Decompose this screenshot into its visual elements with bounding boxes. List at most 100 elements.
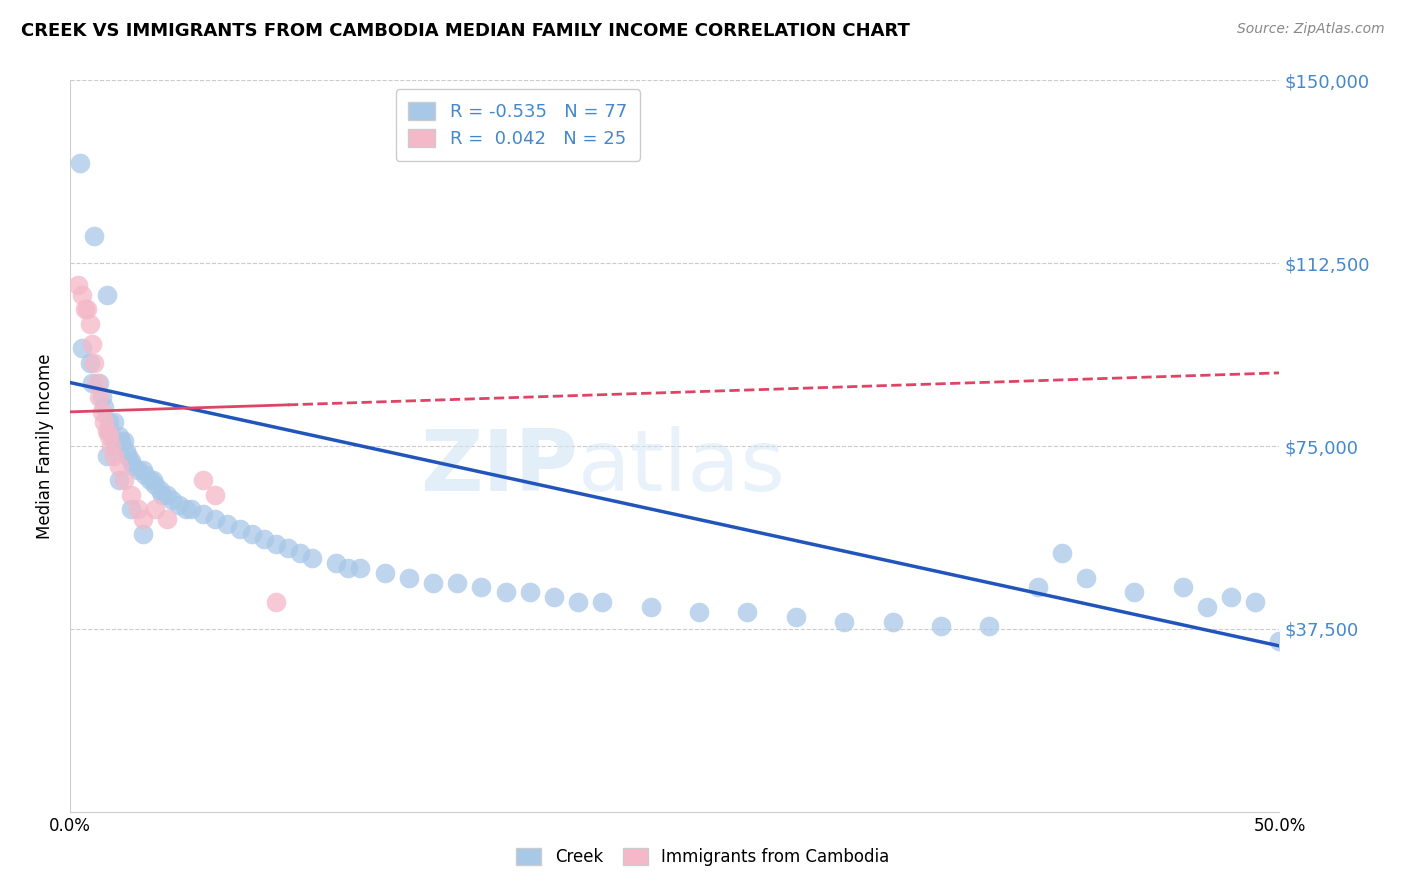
Point bbox=[204, 512, 226, 526]
Point bbox=[1220, 590, 1243, 604]
Y-axis label: Median Family Income: Median Family Income bbox=[37, 353, 55, 539]
Point bbox=[149, 483, 172, 497]
Point bbox=[301, 551, 323, 566]
Point bbox=[89, 390, 111, 404]
Point bbox=[98, 415, 121, 429]
Point bbox=[120, 502, 142, 516]
Point bbox=[90, 390, 112, 404]
Point bbox=[122, 458, 145, 473]
Point bbox=[832, 615, 855, 629]
Point bbox=[110, 434, 132, 449]
Point bbox=[107, 429, 129, 443]
Point bbox=[640, 599, 662, 614]
Point bbox=[446, 575, 468, 590]
Point bbox=[288, 546, 311, 560]
Point bbox=[1074, 571, 1097, 585]
Point bbox=[132, 526, 155, 541]
Point bbox=[160, 492, 183, 507]
Point bbox=[120, 453, 142, 467]
Point bbox=[72, 288, 94, 302]
Point bbox=[69, 156, 91, 170]
Point bbox=[134, 468, 156, 483]
Point bbox=[240, 526, 263, 541]
Point bbox=[156, 512, 179, 526]
Point bbox=[100, 439, 122, 453]
Point bbox=[495, 585, 517, 599]
Point bbox=[98, 425, 121, 439]
Text: Source: ZipAtlas.com: Source: ZipAtlas.com bbox=[1237, 22, 1385, 37]
Point bbox=[193, 473, 215, 487]
Text: atlas: atlas bbox=[578, 426, 786, 509]
Legend: Creek, Immigrants from Cambodia: Creek, Immigrants from Cambodia bbox=[508, 840, 898, 875]
Point bbox=[180, 502, 202, 516]
Point bbox=[567, 595, 589, 609]
Point bbox=[112, 473, 135, 487]
Point bbox=[150, 488, 173, 502]
Point bbox=[349, 561, 371, 575]
Point bbox=[132, 463, 155, 477]
Point bbox=[688, 605, 710, 619]
Point bbox=[156, 488, 179, 502]
Point bbox=[929, 619, 952, 633]
Legend: R = -0.535   N = 77, R =  0.042   N = 25: R = -0.535 N = 77, R = 0.042 N = 25 bbox=[395, 89, 640, 161]
Point bbox=[132, 512, 155, 526]
Point bbox=[86, 376, 108, 390]
Point bbox=[591, 595, 613, 609]
Point bbox=[93, 415, 115, 429]
Point bbox=[115, 443, 138, 458]
Point bbox=[470, 581, 492, 595]
Point bbox=[107, 473, 129, 487]
Point bbox=[217, 516, 239, 531]
Point bbox=[398, 571, 420, 585]
Point bbox=[127, 502, 149, 516]
Point bbox=[374, 566, 396, 580]
Point bbox=[519, 585, 541, 599]
Point bbox=[103, 449, 125, 463]
Point bbox=[89, 376, 111, 390]
Point bbox=[882, 615, 904, 629]
Point bbox=[83, 229, 105, 244]
Point bbox=[543, 590, 565, 604]
Point bbox=[66, 278, 89, 293]
Point bbox=[72, 342, 94, 356]
Point bbox=[90, 405, 112, 419]
Point bbox=[264, 536, 287, 550]
Point bbox=[228, 522, 250, 536]
Point bbox=[107, 458, 129, 473]
Point bbox=[337, 561, 360, 575]
Point bbox=[325, 556, 347, 570]
Point bbox=[80, 376, 103, 390]
Point bbox=[167, 498, 190, 512]
Point bbox=[93, 400, 115, 414]
Point bbox=[193, 508, 215, 522]
Point bbox=[143, 502, 166, 516]
Point bbox=[73, 302, 96, 317]
Point bbox=[103, 434, 125, 449]
Text: ZIP: ZIP bbox=[420, 426, 578, 509]
Point bbox=[117, 449, 139, 463]
Point bbox=[1268, 634, 1291, 648]
Point bbox=[277, 541, 299, 556]
Point bbox=[80, 336, 103, 351]
Point bbox=[1123, 585, 1146, 599]
Point bbox=[96, 288, 118, 302]
Point bbox=[139, 473, 162, 487]
Point bbox=[422, 575, 444, 590]
Point bbox=[79, 356, 101, 370]
Point bbox=[176, 502, 198, 516]
Point bbox=[98, 429, 121, 443]
Point bbox=[79, 317, 101, 331]
Point bbox=[264, 595, 287, 609]
Point bbox=[141, 473, 163, 487]
Point bbox=[83, 356, 105, 370]
Point bbox=[204, 488, 226, 502]
Point bbox=[112, 434, 135, 449]
Point bbox=[1050, 546, 1073, 560]
Point bbox=[737, 605, 759, 619]
Point bbox=[96, 449, 118, 463]
Point bbox=[120, 488, 142, 502]
Point bbox=[1244, 595, 1267, 609]
Point bbox=[127, 463, 149, 477]
Point bbox=[979, 619, 1001, 633]
Point bbox=[76, 302, 98, 317]
